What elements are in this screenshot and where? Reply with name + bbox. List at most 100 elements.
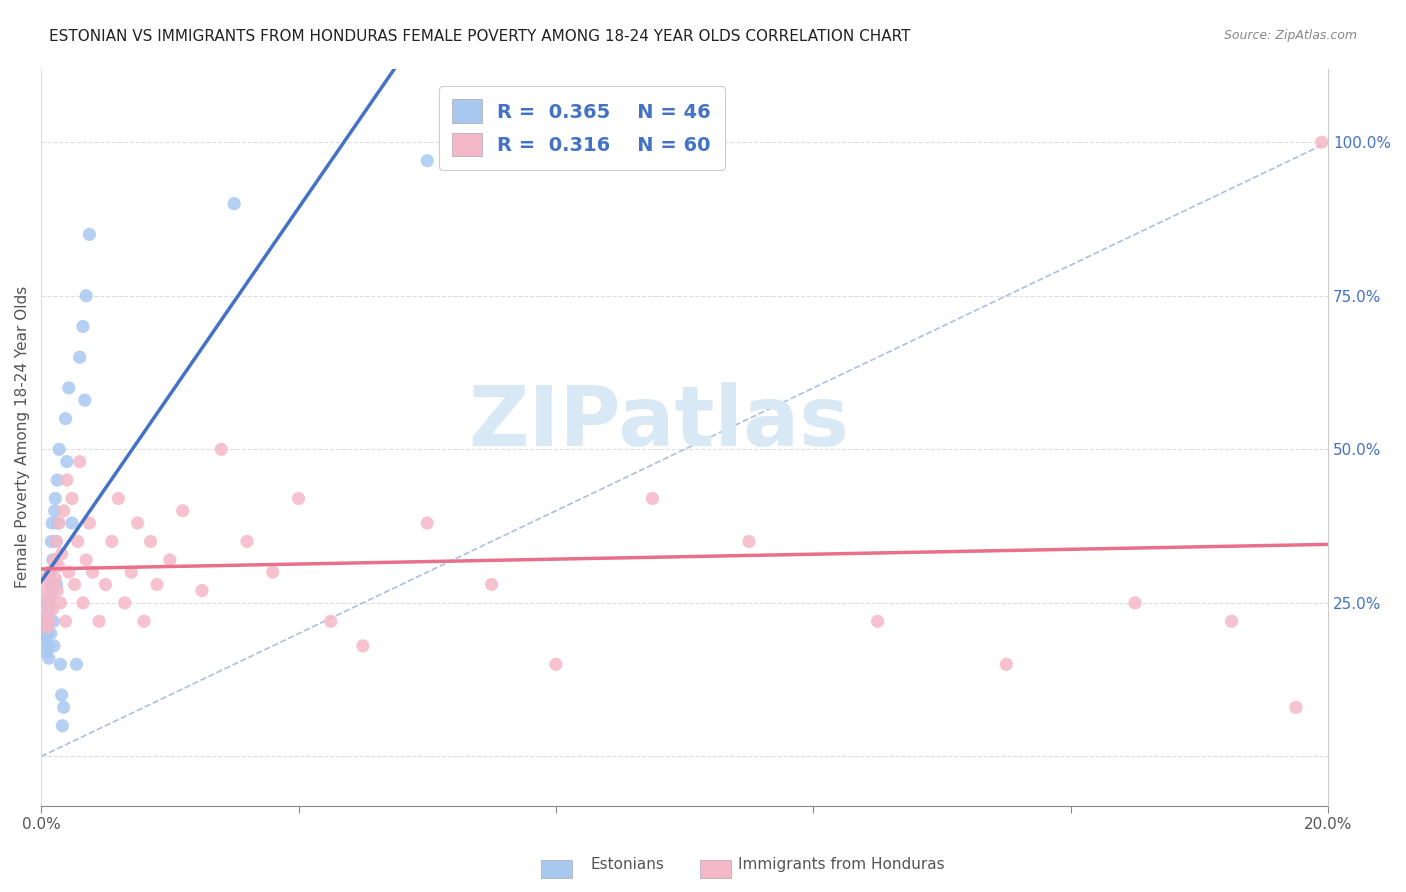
Point bbox=[38, 602, 60, 616]
Point bbox=[34, 608, 56, 623]
Point bbox=[42, 615, 65, 629]
Point bbox=[39, 626, 62, 640]
Point bbox=[319, 615, 342, 629]
Point bbox=[146, 577, 169, 591]
Point bbox=[37, 615, 59, 629]
Point bbox=[32, 626, 55, 640]
Point bbox=[38, 651, 60, 665]
Point bbox=[55, 411, 77, 425]
Point bbox=[58, 565, 80, 579]
Point bbox=[75, 553, 97, 567]
Point bbox=[45, 534, 67, 549]
Point bbox=[416, 516, 439, 530]
Text: ESTONIAN VS IMMIGRANTS FROM HONDURAS FEMALE POVERTY AMONG 18-24 YEAR OLDS CORREL: ESTONIAN VS IMMIGRANTS FROM HONDURAS FEM… bbox=[49, 29, 911, 44]
Point bbox=[73, 393, 96, 408]
Point bbox=[49, 657, 72, 672]
Point bbox=[544, 657, 567, 672]
Point bbox=[738, 534, 761, 549]
Text: Immigrants from Honduras: Immigrants from Honduras bbox=[738, 857, 945, 872]
Point bbox=[42, 553, 65, 567]
Point bbox=[32, 583, 55, 598]
Point bbox=[46, 516, 69, 530]
Text: Source: ZipAtlas.com: Source: ZipAtlas.com bbox=[1223, 29, 1357, 42]
Legend: R =  0.365    N = 46, R =  0.316    N = 60: R = 0.365 N = 46, R = 0.316 N = 60 bbox=[439, 86, 724, 170]
Point bbox=[56, 473, 79, 487]
Point bbox=[48, 516, 70, 530]
Point bbox=[481, 577, 503, 591]
Point bbox=[79, 516, 101, 530]
Point bbox=[34, 632, 56, 647]
Point bbox=[66, 534, 89, 549]
Point bbox=[44, 491, 66, 506]
Point bbox=[37, 639, 59, 653]
Point bbox=[39, 590, 62, 604]
Point bbox=[287, 491, 309, 506]
Point bbox=[37, 596, 59, 610]
Point bbox=[120, 565, 142, 579]
Point bbox=[34, 596, 56, 610]
Point bbox=[56, 455, 79, 469]
Point bbox=[172, 504, 194, 518]
Point bbox=[41, 602, 63, 616]
Point bbox=[1220, 615, 1243, 629]
Point bbox=[60, 516, 83, 530]
Point bbox=[44, 571, 66, 585]
Point bbox=[1285, 700, 1308, 714]
Point bbox=[209, 442, 232, 457]
Point bbox=[352, 639, 374, 653]
Point bbox=[82, 565, 104, 579]
Point bbox=[87, 615, 110, 629]
Point bbox=[44, 504, 66, 518]
Point bbox=[1123, 596, 1146, 610]
Point bbox=[35, 620, 58, 634]
Point bbox=[55, 615, 77, 629]
Point bbox=[114, 596, 136, 610]
Point bbox=[51, 547, 73, 561]
Point bbox=[45, 577, 67, 591]
Point bbox=[127, 516, 149, 530]
Point bbox=[38, 565, 60, 579]
Point bbox=[107, 491, 129, 506]
Point bbox=[69, 350, 91, 364]
Point bbox=[101, 534, 124, 549]
Point bbox=[35, 608, 58, 623]
Point bbox=[65, 657, 87, 672]
Point bbox=[139, 534, 162, 549]
Point bbox=[60, 491, 83, 506]
Point bbox=[49, 596, 72, 610]
Point bbox=[48, 442, 70, 457]
Text: ZIPatlas: ZIPatlas bbox=[468, 382, 849, 463]
Point bbox=[46, 583, 69, 598]
Point bbox=[51, 688, 73, 702]
Point bbox=[641, 491, 664, 506]
Point bbox=[866, 615, 889, 629]
Point bbox=[39, 565, 62, 579]
Point bbox=[75, 289, 97, 303]
Point bbox=[69, 455, 91, 469]
Point bbox=[1310, 135, 1333, 149]
Point bbox=[63, 577, 86, 591]
Point bbox=[41, 553, 63, 567]
Y-axis label: Female Poverty Among 18-24 Year Olds: Female Poverty Among 18-24 Year Olds bbox=[15, 286, 30, 588]
Point bbox=[38, 590, 60, 604]
Point bbox=[52, 700, 75, 714]
Point bbox=[262, 565, 284, 579]
Point bbox=[159, 553, 181, 567]
Point bbox=[132, 615, 155, 629]
Point bbox=[94, 577, 117, 591]
Point bbox=[416, 153, 439, 168]
Point bbox=[51, 719, 73, 733]
Point bbox=[41, 534, 63, 549]
Point bbox=[72, 319, 94, 334]
Text: Estonians: Estonians bbox=[591, 857, 665, 872]
Point bbox=[35, 645, 58, 659]
Point bbox=[41, 577, 63, 591]
Point bbox=[48, 559, 70, 574]
Point bbox=[34, 571, 56, 585]
Point bbox=[236, 534, 259, 549]
Point bbox=[42, 639, 65, 653]
Point bbox=[37, 626, 59, 640]
Point bbox=[31, 615, 53, 629]
Point bbox=[58, 381, 80, 395]
Point bbox=[72, 596, 94, 610]
